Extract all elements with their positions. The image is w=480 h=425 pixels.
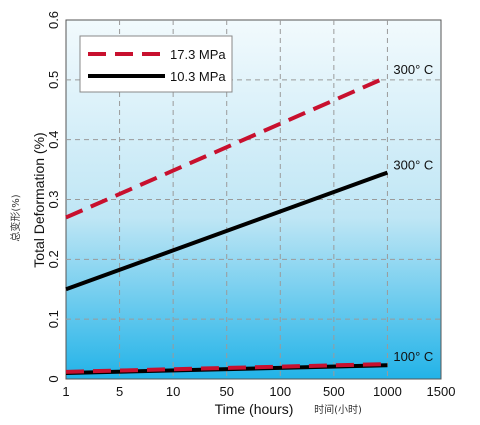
y-tick-label: 0.5	[46, 71, 61, 89]
temperature-annotations: 300° C 300° C 100° C	[393, 62, 433, 364]
x-tick-label: 5	[116, 384, 123, 399]
temperature-label: 300° C	[393, 158, 433, 173]
series-line-10-3-mpa-300c	[65, 170, 389, 292]
x-tick-label: 500	[323, 384, 345, 399]
series-lines	[65, 75, 389, 376]
x-tick-label: 100	[269, 384, 291, 399]
y-tick-labels: 0 0.1 0.2 0.3 0.4 0.5 0.6	[46, 11, 61, 383]
y-tick-label: 0.6	[46, 11, 61, 29]
y-tick-label: 0.2	[46, 250, 61, 268]
x-tick-label: 50	[219, 384, 233, 399]
x-tick-labels: 1 5 10 50 100 500 1000 1500	[62, 384, 455, 399]
series-line-17-3-mpa-300c	[65, 75, 389, 220]
y-axis-label-cn: 总变形(%)	[9, 194, 22, 241]
y-tick-label: 0.3	[46, 190, 61, 208]
y-tick-label: 0.4	[46, 131, 61, 149]
y-tick-label: 0.1	[46, 310, 61, 328]
legend-box	[79, 35, 233, 93]
series-line-10-3-mpa-100c	[65, 363, 388, 376]
temperature-label: 100° C	[393, 349, 433, 364]
x-tick-label: 1	[62, 384, 69, 399]
x-axis-label-cn: 时间(小时)	[314, 403, 362, 416]
x-tick-label: 10	[166, 384, 180, 399]
x-axis-label: Time (hours)	[215, 401, 294, 417]
legend-label-10-3-mpa: 10.3 MPa	[170, 69, 226, 84]
x-tick-label: 1000	[373, 384, 402, 399]
x-tick-label: 1500	[427, 384, 456, 399]
gridlines	[66, 20, 441, 379]
y-tick-label: 0	[46, 375, 61, 382]
legend-label-17-3-mpa: 17.3 MPa	[170, 47, 226, 62]
temperature-label: 300° C	[393, 62, 433, 77]
y-axis-label: Total Deformation (%)	[31, 132, 47, 267]
legend: 17.3 MPa 10.3 MPa	[79, 35, 233, 93]
